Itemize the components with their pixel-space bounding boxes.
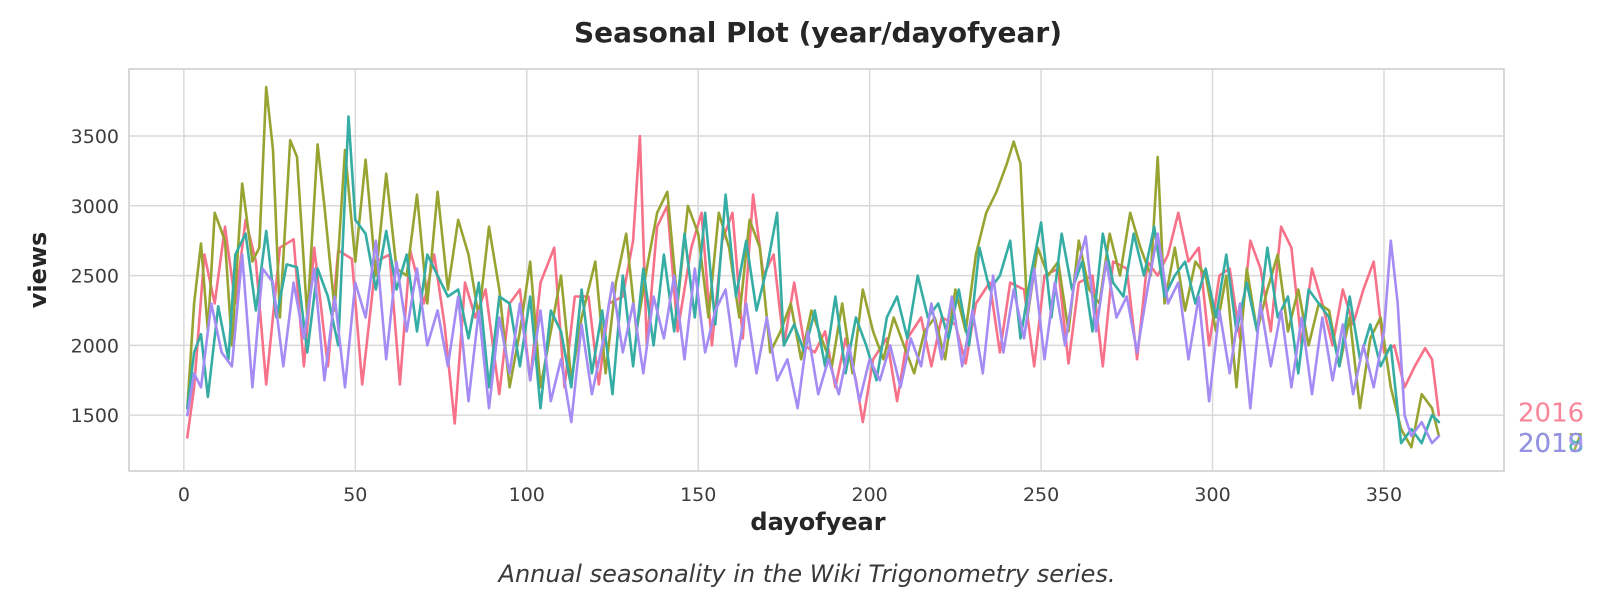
end-label-2019: 2019: [1518, 429, 1584, 459]
x-tick-label: 50: [343, 484, 367, 506]
x-tick-label: 0: [178, 484, 190, 506]
x-tick-label: 350: [1366, 484, 1402, 506]
plot-area: 0 50 100 150 200 250 300 350 1500 2000 2500 3000 35…: [71, 68, 1584, 506]
y-tick-label: 2500: [71, 266, 119, 288]
x-tick-label: 200: [852, 484, 888, 506]
series-line-2019: [186, 232, 1441, 445]
y-axis-label: views: [24, 232, 52, 309]
x-tick-labels: 0 50 100 150 200 250 300 350: [178, 484, 1402, 506]
end-label-2017: 2017: [1518, 429, 1584, 459]
x-axis-label: dayofyear: [750, 508, 885, 536]
figure-caption: Annual seasonality in the Wiki Trigonome…: [498, 560, 1116, 588]
y-tick-label: 3000: [71, 196, 119, 218]
y-tick-label: 2000: [71, 335, 119, 357]
end-label-2018: 2018: [1518, 429, 1584, 459]
y-tick-label: 1500: [71, 405, 119, 427]
chart-title: Seasonal Plot (year/dayofyear): [574, 16, 1062, 49]
x-tick-label: 100: [509, 484, 545, 506]
x-tick-label: 150: [680, 484, 716, 506]
x-tick-label: 250: [1023, 484, 1059, 506]
series-lines: [186, 85, 1441, 449]
x-tick-label: 300: [1194, 484, 1230, 506]
y-tick-label: 3500: [71, 126, 119, 148]
end-label-2016: 2016: [1518, 398, 1584, 428]
y-tick-labels: 1500 2000 2500 3000 3500: [71, 126, 119, 427]
